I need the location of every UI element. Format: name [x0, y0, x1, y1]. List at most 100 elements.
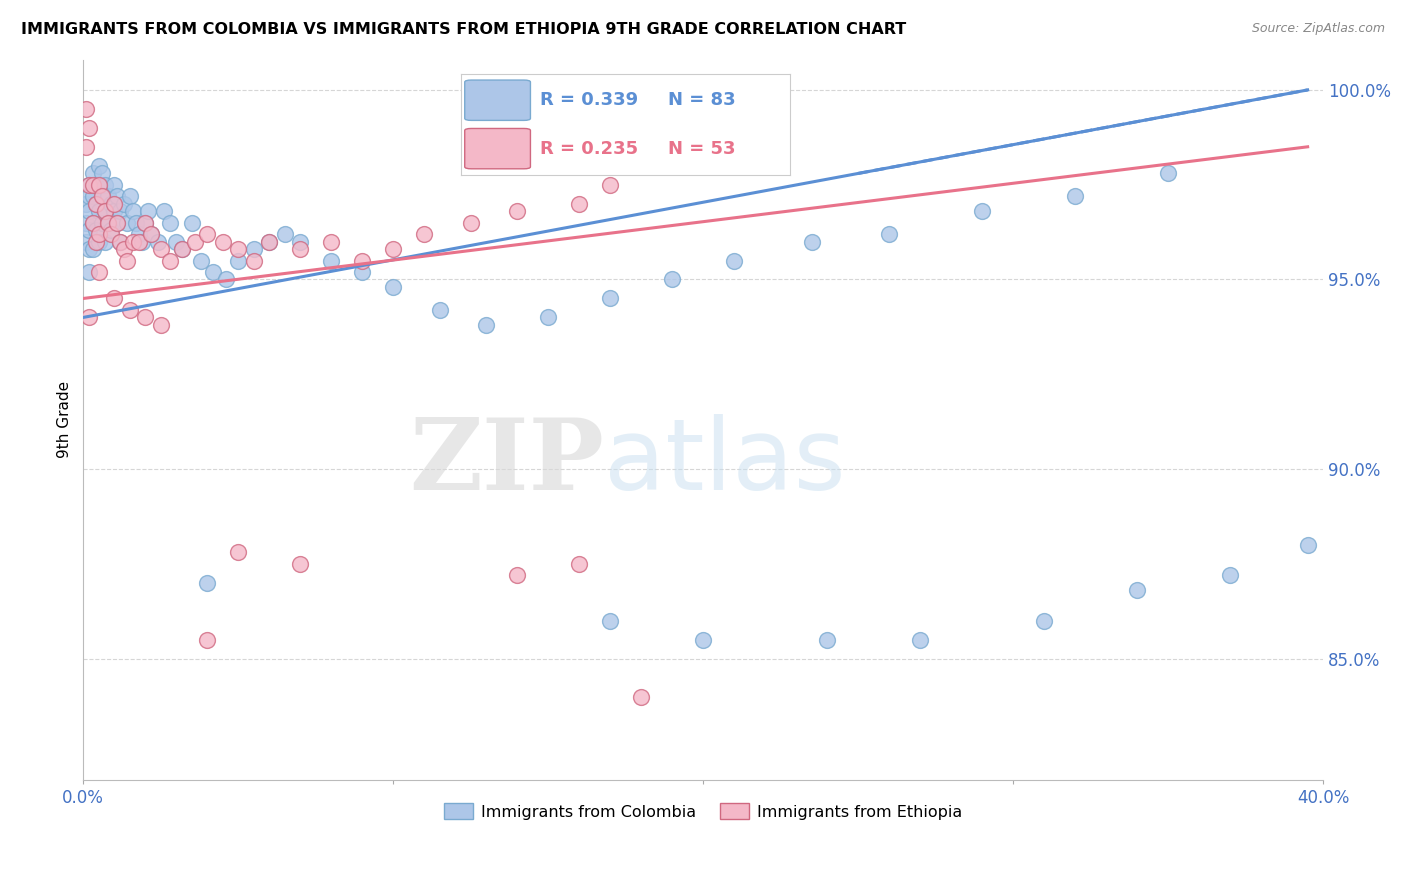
Point [100, 227, 122, 241]
Point [79, 242, 101, 256]
Point [110, 204, 132, 219]
Point [226, 253, 249, 268]
Point [149, 318, 172, 332]
Point [87, 235, 110, 249]
Point [82, 216, 104, 230]
Point [1157, 166, 1180, 180]
Point [90, 189, 112, 203]
Point [290, 557, 312, 571]
Point [475, 318, 498, 332]
Point [103, 178, 125, 192]
Point [382, 280, 405, 294]
Point [75, 102, 97, 116]
Point [242, 253, 264, 268]
Point [134, 216, 156, 230]
Point [90, 189, 112, 203]
Point [242, 242, 264, 256]
Point [94, 235, 117, 249]
Point [79, 223, 101, 237]
Point [79, 189, 101, 203]
Point [800, 235, 823, 249]
Point [195, 227, 218, 241]
Point [128, 235, 150, 249]
Point [172, 242, 194, 256]
Point [180, 216, 202, 230]
Point [972, 204, 994, 219]
Point [87, 178, 110, 192]
Y-axis label: 9th Grade: 9th Grade [58, 381, 72, 458]
Point [141, 227, 163, 241]
Point [87, 227, 110, 241]
Point [599, 178, 621, 192]
Text: ZIP: ZIP [409, 415, 605, 511]
Point [82, 166, 104, 180]
Point [1033, 614, 1056, 628]
Point [153, 204, 176, 219]
Point [568, 557, 591, 571]
Point [94, 178, 117, 192]
Point [165, 235, 187, 249]
Point [568, 196, 591, 211]
Point [290, 235, 312, 249]
Point [84, 235, 107, 249]
Point [125, 216, 148, 230]
Point [84, 178, 107, 192]
Point [131, 235, 153, 249]
Point [112, 242, 135, 256]
Point [118, 302, 141, 317]
Point [122, 204, 145, 219]
Point [84, 196, 107, 211]
Point [105, 189, 128, 203]
Text: atlas: atlas [605, 415, 845, 511]
Point [75, 140, 97, 154]
Point [94, 204, 117, 219]
Point [79, 120, 101, 135]
Point [692, 632, 714, 647]
Point [149, 242, 172, 256]
Point [172, 242, 194, 256]
Point [506, 204, 529, 219]
Point [82, 189, 104, 203]
Point [118, 189, 141, 203]
Point [599, 614, 621, 628]
Point [122, 235, 145, 249]
Point [723, 253, 745, 268]
Point [105, 216, 128, 230]
Point [146, 235, 169, 249]
Point [103, 204, 125, 219]
Point [112, 196, 135, 211]
Point [87, 178, 110, 192]
Point [100, 196, 122, 211]
Point [352, 253, 374, 268]
Point [79, 178, 101, 192]
Point [79, 204, 101, 219]
Point [110, 235, 132, 249]
Point [115, 216, 138, 230]
Point [630, 690, 652, 704]
Point [87, 265, 110, 279]
Point [211, 235, 233, 249]
Point [259, 235, 281, 249]
Point [82, 216, 104, 230]
Point [184, 235, 207, 249]
Point [1064, 189, 1087, 203]
Point [877, 227, 900, 241]
Point [202, 265, 225, 279]
Point [90, 216, 112, 230]
Point [134, 216, 156, 230]
Point [321, 253, 343, 268]
Point [79, 310, 101, 325]
Point [429, 302, 451, 317]
Text: IMMIGRANTS FROM COLOMBIA VS IMMIGRANTS FROM ETHIOPIA 9TH GRADE CORRELATION CHART: IMMIGRANTS FROM COLOMBIA VS IMMIGRANTS F… [21, 22, 907, 37]
Point [79, 265, 101, 279]
Point [82, 242, 104, 256]
Point [159, 216, 181, 230]
Point [103, 196, 125, 211]
Point [87, 204, 110, 219]
Point [1296, 538, 1319, 552]
Point [134, 310, 156, 325]
Point [159, 253, 181, 268]
Point [190, 253, 212, 268]
Point [103, 292, 125, 306]
Point [141, 227, 163, 241]
